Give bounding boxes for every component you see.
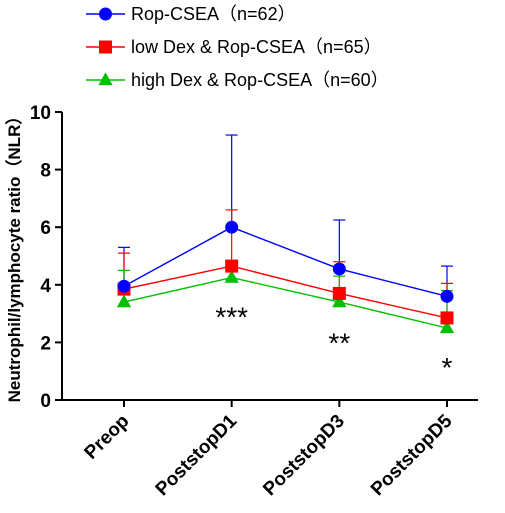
y-tick-label: 8 — [40, 161, 51, 182]
x-tick-label: PoststopD1 — [152, 410, 242, 500]
data-point — [439, 320, 455, 334]
legend-marker — [98, 72, 113, 86]
y-tick-label: 2 — [40, 333, 51, 354]
significance-marker: ** — [328, 327, 350, 358]
error-bars — [118, 134, 453, 328]
data-point — [224, 269, 239, 283]
data-point — [440, 311, 454, 325]
series-lines — [123, 226, 448, 329]
y-axis-label: Neutrophil/lymphocyte ratio（NLR） — [4, 108, 24, 403]
data-point — [225, 220, 239, 234]
legend-label: high Dex & Rop-CSEA（n=60） — [131, 70, 389, 90]
legend-marker — [99, 40, 112, 54]
data-point — [440, 289, 454, 303]
series-line — [123, 276, 448, 329]
legend-marker — [99, 7, 112, 21]
series-line — [123, 265, 448, 319]
data-point — [332, 294, 347, 308]
series-line — [123, 226, 448, 297]
data-point — [332, 286, 346, 300]
y-tick-label: 6 — [40, 218, 51, 239]
data-point — [225, 259, 239, 273]
y-tick-label: 0 — [40, 391, 51, 412]
legend-label: Rop-CSEA（n=62） — [131, 4, 296, 24]
x-tick-label: PoststopD5 — [367, 410, 457, 500]
significance-marker: *** — [215, 301, 248, 332]
legend: Rop-CSEA（n=62） low Dex & Rop-CSEA（n=65） hi… — [86, 4, 389, 90]
significance-marker: * — [442, 352, 453, 383]
y-tick-label: 10 — [30, 103, 51, 124]
axes: 0 2 4 6 8 10 Preop PoststopD1 PoststopD3 Poststop… — [30, 103, 478, 500]
y-tick-label: 4 — [40, 276, 51, 297]
data-point — [117, 279, 131, 293]
x-tick-label: PoststopD3 — [259, 411, 349, 501]
significance-annotations: ****** — [215, 301, 452, 382]
data-point — [332, 262, 346, 276]
x-tick-label: Preop — [81, 411, 134, 464]
data-point — [116, 294, 132, 308]
series-markers — [116, 220, 455, 334]
legend-label: low Dex & Rop-CSEA（n=65） — [131, 37, 382, 57]
